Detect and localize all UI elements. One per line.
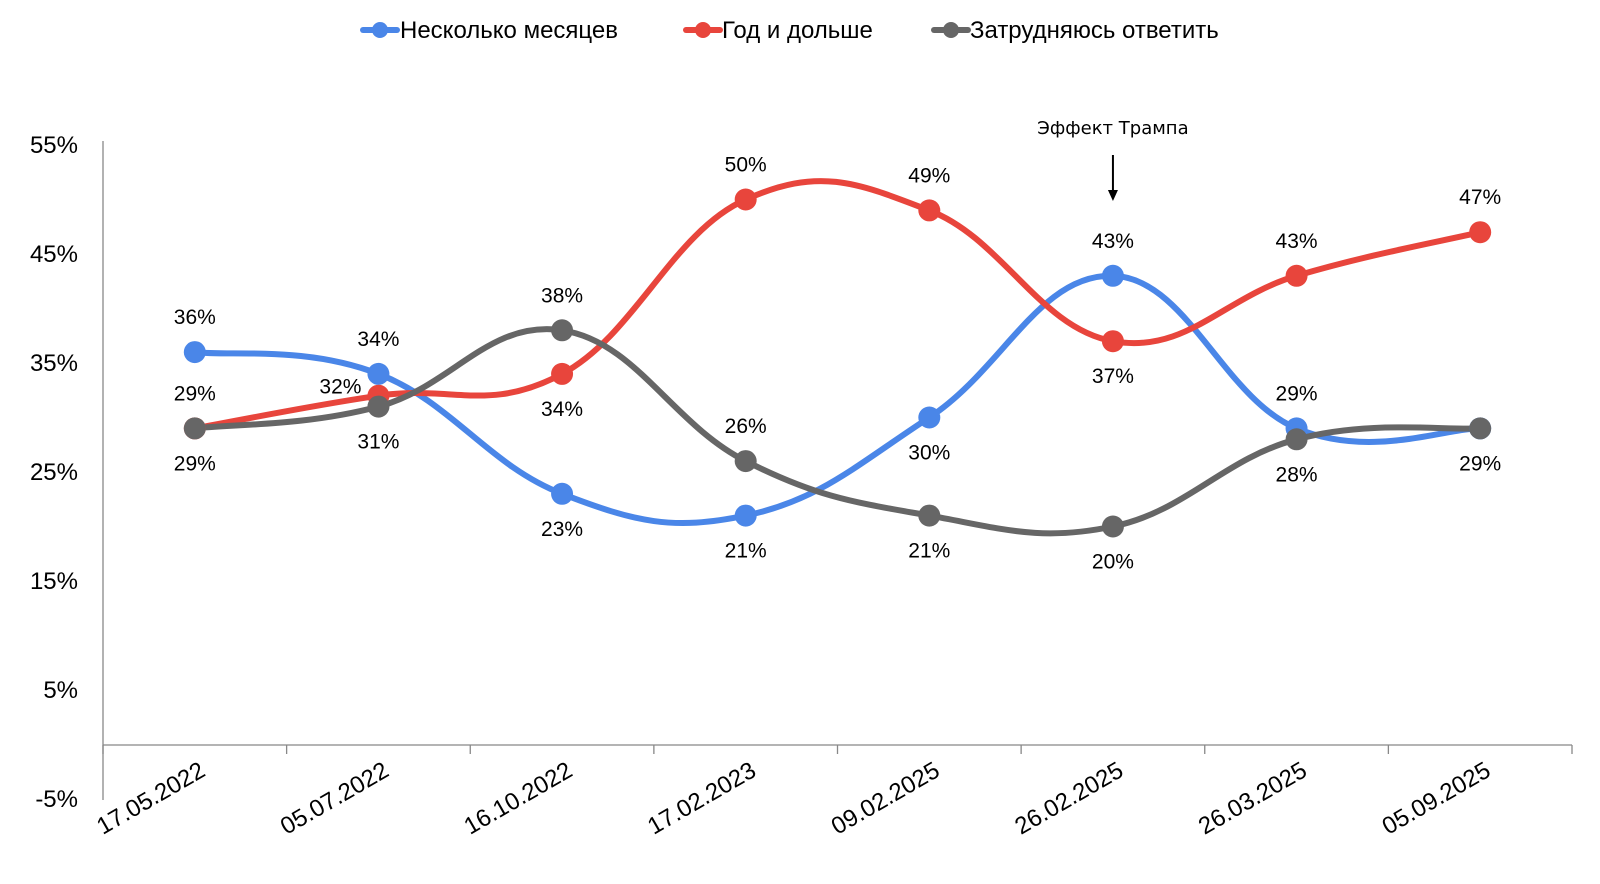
data-point-1-4 (918, 199, 941, 222)
data-point-0-4 (918, 406, 941, 429)
data-label-0-2: 23% (541, 518, 583, 541)
x-tick-label: 17.05.2022 (92, 757, 210, 840)
data-label-1-7: 47% (1459, 186, 1501, 209)
data-point-0-2 (551, 482, 574, 505)
data-labels: 36% 34% 23% 21% 30% 43% 29% 32% 34% 50% 49% 37% 43% 4… (174, 154, 1501, 574)
data-point-2-1 (367, 395, 390, 418)
series-points (183, 188, 1492, 538)
y-tick-label: 5% (43, 677, 78, 704)
x-tick-label: 05.09.2025 (1378, 757, 1496, 840)
x-tick-label: 26.02.2025 (1010, 757, 1128, 840)
data-label-1-2: 34% (541, 398, 583, 421)
data-label-0-3: 21% (725, 540, 767, 563)
data-label-0-0: 36% (174, 306, 216, 329)
legend-item-1: Год и дольше (683, 17, 873, 44)
data-point-2-0 (183, 417, 206, 440)
data-label-2-0: 29% (174, 452, 216, 475)
series-lines (191, 178, 1484, 537)
data-label-2-3: 26% (725, 415, 767, 438)
data-point-2-2 (551, 319, 574, 342)
legend-item-2: Затрудняюсь ответить (931, 17, 1219, 44)
data-point-1-6 (1285, 264, 1308, 287)
legend-label: Год и дольше (722, 17, 873, 44)
x-tick-label: 17.02.2023 (643, 757, 761, 840)
data-label-2-1: 31% (357, 431, 399, 454)
y-tick-label: 45% (30, 241, 78, 268)
data-point-0-1 (367, 362, 390, 385)
y-tick-label: 25% (30, 459, 78, 486)
x-tick-label: 26.03.2025 (1194, 757, 1312, 840)
legend-swatch-marker (372, 22, 388, 38)
data-point-1-2 (551, 362, 574, 385)
x-tick-label: 16.10.2022 (460, 757, 578, 840)
annotation: Эффект Трампа (1037, 118, 1189, 201)
legend-label: Несколько месяцев (400, 17, 618, 44)
data-label-top-first: 29% (174, 382, 216, 405)
data-point-1-3 (734, 188, 757, 211)
data-label-2-4: 21% (908, 540, 950, 563)
data-point-0-3 (734, 504, 757, 527)
data-label-0-6: 29% (1276, 382, 1318, 405)
data-label-2-7: 29% (1459, 452, 1501, 475)
data-point-1-5 (1101, 330, 1124, 353)
data-point-0-5 (1101, 264, 1124, 287)
legend-swatch-marker (943, 22, 959, 38)
data-label-2-2: 38% (541, 284, 583, 307)
x-tick-label: 05.07.2022 (276, 757, 394, 840)
x-tick-label: 09.02.2025 (827, 757, 945, 840)
data-label-2-6: 28% (1276, 463, 1318, 486)
data-label-0-5: 43% (1092, 230, 1134, 253)
legend-item-0: Несколько месяцев (360, 17, 618, 44)
y-tick-label: 15% (30, 568, 78, 595)
series-line-2 (191, 326, 1484, 537)
annotation-text: Эффект Трампа (1037, 118, 1188, 139)
data-label-1-3: 50% (725, 154, 767, 177)
data-label-2-5: 20% (1092, 551, 1134, 574)
data-label-1-6: 43% (1276, 230, 1318, 253)
data-point-2-6 (1285, 428, 1308, 451)
legend-label: Затрудняюсь ответить (970, 17, 1219, 44)
data-point-2-4 (918, 504, 941, 527)
data-label-0-4: 30% (908, 442, 950, 465)
data-point-2-5 (1101, 515, 1124, 538)
data-label-1-1: 32% (319, 376, 361, 399)
data-point-2-3 (734, 450, 757, 473)
y-tick-label: 55% (30, 132, 78, 159)
data-point-1-7 (1469, 221, 1492, 244)
data-point-2-7 (1469, 417, 1492, 440)
y-tick-label: -5% (35, 786, 78, 813)
legend-swatch-marker (695, 22, 711, 38)
data-point-0-0 (183, 341, 206, 364)
data-label-0-1: 34% (357, 328, 399, 351)
annotation-arrow-head (1107, 190, 1118, 201)
data-label-1-4: 49% (908, 164, 950, 187)
data-label-1-5: 37% (1092, 365, 1134, 388)
y-tick-label: 35% (30, 350, 78, 377)
legend: Несколько месяцев Год и дольше Затрудняюсь… (360, 17, 1219, 44)
